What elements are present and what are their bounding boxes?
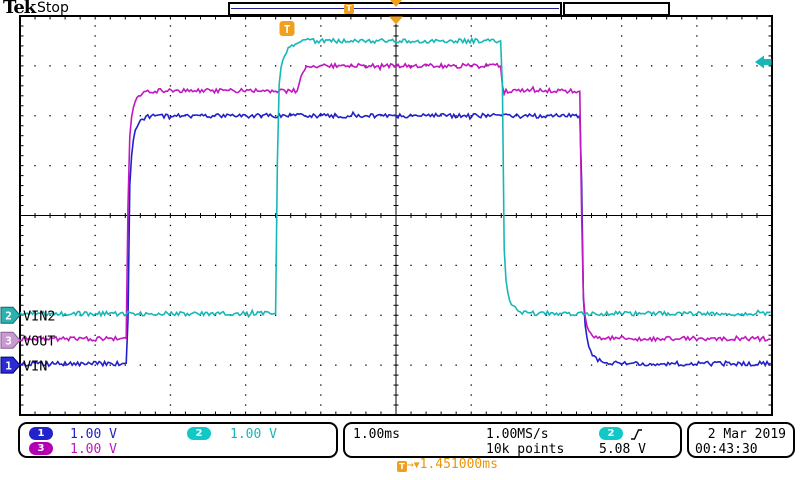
record-view-waveform-line: [231, 8, 559, 9]
trigger-position-marker-icon: [389, 16, 403, 25]
trigger-level-readout: 5.08 V: [599, 442, 646, 457]
datetime-box: 2 Mar 2019 00:43:30: [687, 422, 795, 458]
record-view-center-marker-icon: [390, 0, 402, 7]
trigger-delay-t-icon: T: [396, 461, 407, 472]
trace-vin: [20, 110, 772, 368]
channel-2-badge: [0, 306, 21, 324]
timebase-readout: 1.00ms: [353, 427, 400, 442]
trigger-source-badge: 2: [599, 427, 623, 440]
trigger-delay-readout: T →▼1.451000ms: [350, 442, 498, 480]
waveform-label-vin: VIN: [23, 359, 47, 375]
record-view-trigger-t-icon: T: [344, 4, 354, 14]
acquisition-status: Stop: [37, 0, 69, 16]
trigger-rising-edge-icon: [631, 429, 642, 440]
channel-1-scale-readout: 1.00 V: [70, 427, 117, 442]
trace-vout: [20, 61, 771, 343]
record-length-readout: 10k points: [486, 442, 565, 457]
waveform-label-vout: VOUT: [23, 334, 56, 350]
channel-2-badge-label: 2: [5, 310, 12, 323]
channel-3-badge-label: 3: [5, 335, 12, 348]
trigger-level-arrow-icon: [755, 55, 772, 69]
time-readout: 00:43:30: [695, 442, 758, 457]
sample-rate-readout: 1.00MS/s: [486, 427, 549, 442]
waveform-label-vin2: VIN2: [23, 309, 56, 325]
channel-3-scale-readout: 1.00 V: [70, 442, 117, 457]
trigger-t-badge: [279, 21, 295, 36]
trigger-delay-value: 1.451000ms: [419, 457, 498, 472]
horizontal-trigger-readout-box: 1.00ms 1.00MS/s 2 T →▼1.451000ms 10k poin…: [343, 422, 682, 472]
channel-1-badge-label: 1: [5, 359, 12, 372]
trigger-delay-arrow-icon: →: [406, 458, 414, 471]
channel-1-readout-badge: 1: [29, 427, 53, 440]
channel-2-readout-badge: 2: [187, 427, 211, 440]
vertical-scale-readout-box: 1 1.00 V 2 1.00 V 3 1.00 V: [18, 422, 338, 458]
date-readout: 2 Mar 2019: [707, 427, 786, 442]
channel-1-badge: [0, 356, 21, 374]
graticule-grid: [20, 16, 773, 415]
channel-3-badge: [0, 331, 21, 349]
trigger-delay-marker-icon: ▼: [413, 460, 420, 471]
channel-3-readout-badge: 3: [29, 442, 53, 455]
waveform-traces: [20, 36, 772, 368]
graticule-border: [19, 15, 773, 416]
trigger-t-badge-label: T: [284, 23, 291, 36]
channel-2-scale-readout: 1.00 V: [230, 427, 277, 442]
tek-logo: Tek: [3, 0, 36, 18]
trace-vin2: [20, 36, 771, 319]
